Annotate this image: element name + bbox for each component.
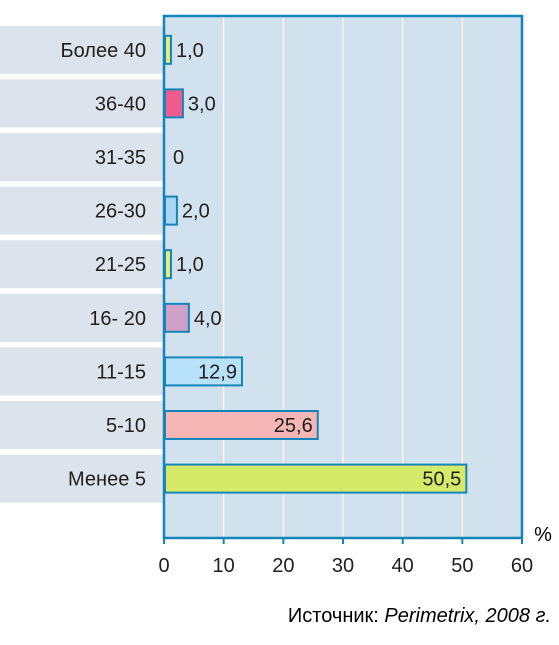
category-label: 16- 20 [89, 308, 146, 330]
x-tick-label: 30 [332, 555, 354, 577]
value-label: 0 [173, 147, 184, 169]
x-tick-label: 20 [272, 555, 294, 577]
bar [164, 88, 184, 119]
value-label: 3,0 [188, 93, 216, 115]
category-label: 36-40 [95, 93, 146, 115]
category-label: 11-15 [96, 361, 146, 383]
x-tick-label: 50 [451, 555, 473, 577]
source-prefix: Источник: [288, 605, 385, 627]
category-label: 21-25 [95, 254, 146, 276]
category-band [0, 454, 164, 503]
bar [164, 463, 468, 494]
x-tick-label: 10 [213, 555, 235, 577]
source-name: Perimetrix, 2008 г. [384, 605, 551, 627]
value-label: 25,6 [274, 415, 313, 437]
value-label: 12,9 [198, 361, 237, 383]
value-label: 2,0 [182, 201, 210, 223]
category-band [0, 79, 164, 128]
value-label: 4,0 [194, 308, 222, 330]
category-label: 26-30 [95, 201, 146, 223]
category-band [0, 25, 164, 74]
x-tick-label: 40 [392, 555, 414, 577]
source-note: Источник: Perimetrix, 2008 г. [288, 605, 551, 627]
category-label: 5-10 [106, 415, 146, 437]
category-label: 31-35 [95, 147, 146, 169]
category-band [0, 347, 164, 396]
bar [164, 249, 172, 280]
bar [164, 356, 243, 387]
category-band [0, 186, 164, 235]
value-label: 1,0 [176, 40, 204, 62]
x-axis-unit-label: % [534, 524, 552, 546]
category-label: Менее 5 [68, 469, 146, 491]
category-band [0, 240, 164, 289]
category-band [0, 133, 164, 181]
x-tick-label: 0 [158, 555, 169, 577]
bar [164, 410, 319, 440]
bar [164, 195, 178, 226]
value-label: 1,0 [176, 254, 204, 276]
value-label: 50,5 [422, 469, 461, 491]
x-tick-label: 60 [511, 555, 533, 577]
bar [164, 302, 190, 333]
category-band [0, 401, 164, 449]
category-label: Более 40 [60, 40, 146, 62]
bar [164, 34, 172, 65]
category-band [0, 293, 164, 342]
